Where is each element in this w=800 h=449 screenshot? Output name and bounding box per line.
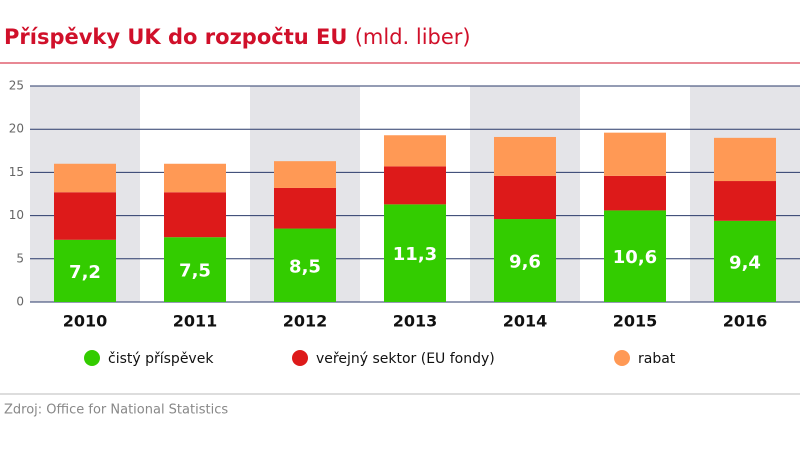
bar-segment [494, 219, 556, 302]
x-tick-label: 2015 [613, 312, 658, 331]
y-tick-label: 25 [9, 79, 24, 93]
bar-segment [604, 175, 666, 211]
bar-segment [384, 166, 446, 205]
bar-segment [54, 192, 116, 240]
legend-marker [614, 350, 630, 366]
y-tick-label: 5 [16, 251, 24, 265]
bar-segment [54, 239, 116, 302]
y-tick-label: 0 [16, 295, 24, 309]
data-label: 9,4 [729, 252, 761, 273]
legend-label: veřejný sektor (EU fondy) [316, 351, 495, 367]
x-tick-label: 2012 [283, 312, 328, 331]
data-label: 10,6 [613, 247, 657, 268]
legend-label: rabat [638, 351, 676, 367]
bar-segment [274, 161, 336, 188]
bar-segment [164, 237, 226, 302]
bar-segment [164, 192, 226, 238]
title-main: Příspěvky UK do rozpočtu EU [4, 25, 347, 49]
bar-segment [274, 228, 336, 302]
x-tick-label: 2010 [63, 312, 108, 331]
legend-label: čistý příspěvek [108, 351, 214, 367]
bar-segment [164, 163, 226, 193]
legend-marker [292, 350, 308, 366]
x-tick-label: 2013 [393, 312, 438, 331]
bar-segment [384, 135, 446, 167]
x-tick-label: 2011 [173, 312, 218, 331]
bar-segment [714, 181, 776, 221]
y-tick-label: 15 [9, 165, 24, 179]
data-label: 9,6 [509, 252, 541, 273]
plot: 0 5 10 15 20 25 7,2 2010 7,5 2011 8,5 2012 11,3 2013 9… [9, 79, 800, 367]
bar-segment [714, 220, 776, 302]
bar-segment [54, 163, 116, 193]
data-label: 11,3 [393, 244, 437, 265]
data-label: 8,5 [289, 256, 321, 277]
y-tick-label: 10 [9, 208, 24, 222]
bar-segment [494, 136, 556, 176]
bar-segment [384, 204, 446, 302]
x-tick-label: 2014 [503, 312, 548, 331]
data-label: 7,5 [179, 261, 211, 282]
bar-segment [604, 210, 666, 302]
bar-segment [714, 137, 776, 182]
chart-title: Příspěvky UK do rozpočtu EU (mld. liber) [4, 25, 471, 49]
legend-marker [84, 350, 100, 366]
data-label: 7,2 [69, 262, 101, 283]
x-tick-label: 2016 [723, 312, 768, 331]
y-tick-label: 20 [9, 122, 24, 136]
source: Zdroj: Office for National Statistics [4, 403, 228, 418]
bar-segment [274, 187, 336, 229]
title-unit: (mld. liber) [355, 25, 471, 49]
bar-segment [494, 175, 556, 220]
bar-segment [604, 132, 666, 176]
